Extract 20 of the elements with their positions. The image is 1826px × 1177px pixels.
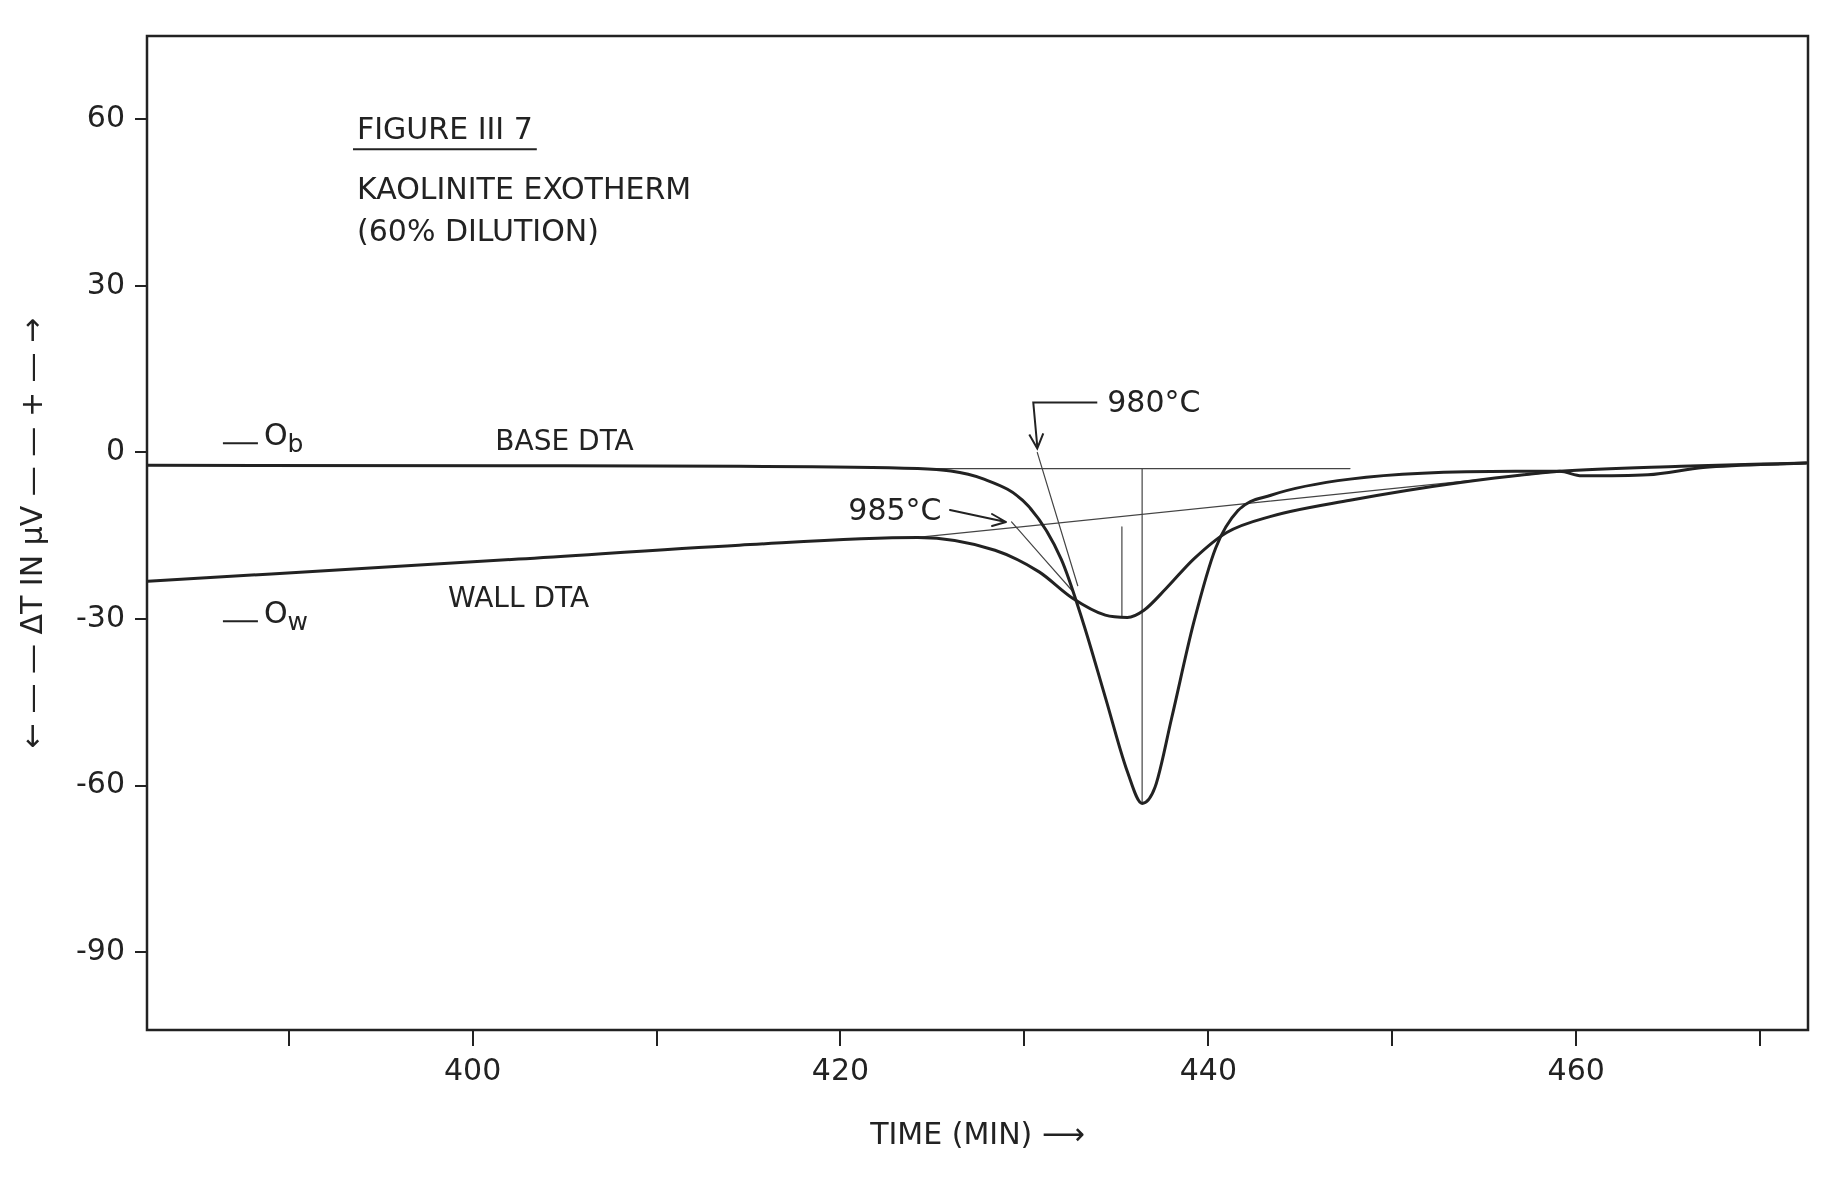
y-axis-title: ← — — ΔT IN μV — — + — →: [13, 317, 49, 749]
x-tick-label: 460: [1547, 1051, 1605, 1087]
series-label: WALL DTA: [448, 581, 590, 615]
text: KAOLINITE EXOTHERM (60% DILUTION): [357, 171, 692, 249]
y-tick-label: -60: [76, 765, 125, 801]
y-tick-label: 60: [86, 99, 125, 135]
x-tick-label: 400: [443, 1051, 502, 1087]
y-tick-label: 0: [105, 432, 125, 468]
annotation: 980°C: [1107, 384, 1201, 420]
text: FIGURE III 7: [357, 111, 533, 147]
x-axis-title: TIME (MIN) ⟶: [869, 1115, 1085, 1151]
y-tick-label: -30: [76, 598, 125, 634]
annotation: O$_{b}$: [263, 417, 304, 461]
annotation: 985°C: [848, 491, 942, 527]
annotation: O$_{w}$: [263, 595, 308, 639]
x-tick-label: 420: [811, 1051, 870, 1087]
x-tick-label: 440: [1179, 1051, 1237, 1087]
series-label: BASE DTA: [495, 423, 634, 457]
y-tick-label: 30: [86, 265, 125, 301]
y-tick-label: -90: [76, 932, 125, 968]
